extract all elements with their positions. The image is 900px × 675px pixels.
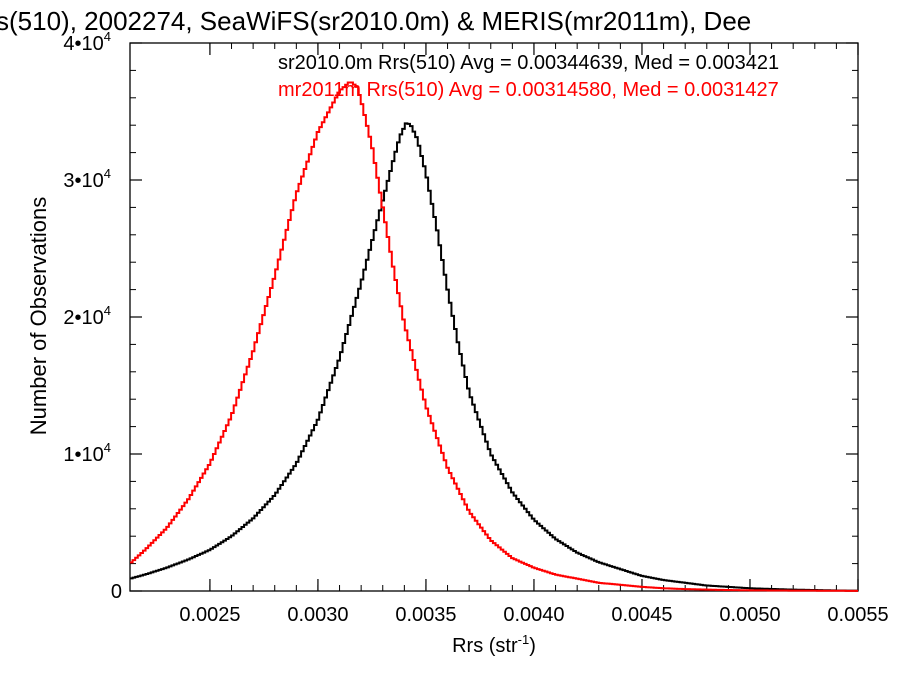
series-layer xyxy=(130,81,858,592)
y-tick-label: 4•104 xyxy=(63,29,111,55)
x-tick-label: 0.0025 xyxy=(179,604,240,626)
series-sr2010-histogram xyxy=(130,122,858,592)
y-tick-label-base: 3•10 xyxy=(63,170,103,192)
y-tick-label: 0 xyxy=(111,581,122,603)
x-axis-label-sup: -1 xyxy=(518,632,530,647)
x-tick-label: 0.0045 xyxy=(611,604,672,626)
y-tick-label-base: 0 xyxy=(111,581,122,603)
x-tick-label: 0.0040 xyxy=(503,604,564,626)
y-tick-label-exp: 4 xyxy=(104,166,111,181)
y-tick-label-exp: 4 xyxy=(104,303,111,318)
x-axis-label-close: ) xyxy=(529,635,536,657)
y-tick-label: 2•104 xyxy=(63,303,111,329)
series-mr2011-histogram xyxy=(130,81,858,592)
x-axis-label: Rrs (str-1) xyxy=(452,632,536,657)
y-tick-label-base: 2•10 xyxy=(63,307,103,329)
plot-axes: 0.0025 0.0030 0.0035 0.0040 0.0045 0.0050 0.00… xyxy=(63,29,888,626)
x-tick-label: 0.0055 xyxy=(827,604,888,626)
chart-title: s(510), 2002274, SeaWiFS(sr2010.0m) & ME… xyxy=(0,6,751,36)
y-axis-label: Number of Observations xyxy=(26,197,51,435)
y-tick-label: 1•104 xyxy=(63,440,111,466)
y-tick-label: 3•104 xyxy=(63,166,111,192)
x-tick-label: 0.0035 xyxy=(395,604,456,626)
x-tick-label: 0.0030 xyxy=(287,604,348,626)
legend-entry-mr2011: mr2011m Rrs(510) Avg = 0.00314580, Med =… xyxy=(278,79,779,101)
legend-entry-sr2010: sr2010.0m Rrs(510) Avg = 0.00344639, Med… xyxy=(278,52,779,74)
x-tick-label: 0.0050 xyxy=(719,604,780,626)
y-tick-label-base: 1•10 xyxy=(63,444,103,466)
y-tick-label-exp: 4 xyxy=(104,29,111,44)
y-tick-label-exp: 4 xyxy=(104,440,111,455)
y-tick-label-base: 4•10 xyxy=(63,33,103,55)
x-axis-label-main: Rrs (str xyxy=(452,635,518,657)
